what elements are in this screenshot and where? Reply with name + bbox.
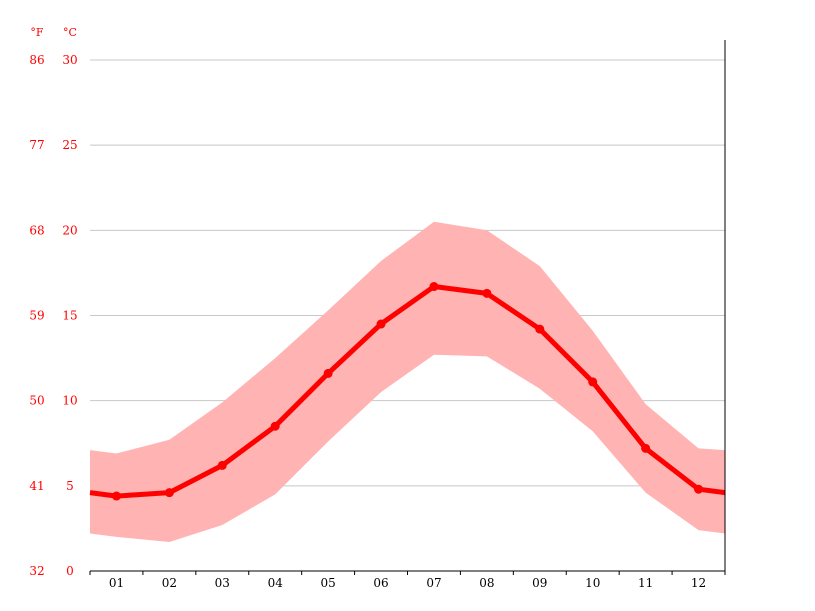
celsius-tick-label: 5	[66, 479, 74, 493]
fahrenheit-tick-label: 59	[29, 309, 44, 323]
month-tick-label: 09	[532, 576, 547, 590]
month-tick-label: 07	[426, 576, 441, 590]
fahrenheit-tick-label: 32	[29, 564, 44, 578]
axis-labels: °F °C 30 86 25 77 20 68 15 59 10 50 5 41 0 32 01 02 03 04 05…	[29, 26, 706, 590]
fahrenheit-tick-label: 77	[29, 138, 44, 152]
celsius-tick-label: 20	[62, 223, 77, 237]
month-tick-label: 03	[215, 576, 230, 590]
data-point	[270, 421, 280, 431]
data-point	[588, 377, 598, 387]
fahrenheit-tick-label: 50	[29, 394, 44, 408]
fahrenheit-unit-label: °F	[30, 26, 44, 39]
data-point	[217, 460, 227, 470]
fahrenheit-tick-label: 86	[29, 53, 44, 67]
celsius-tick-label: 15	[62, 309, 77, 323]
month-tick-label: 11	[638, 576, 653, 590]
celsius-tick-label: 25	[62, 138, 77, 152]
data-point	[429, 282, 439, 292]
month-tick-label: 01	[109, 576, 124, 590]
data-point	[323, 368, 333, 378]
data-point	[376, 319, 386, 329]
data-point	[111, 491, 121, 501]
celsius-tick-label: 10	[62, 394, 77, 408]
celsius-unit-label: °C	[63, 26, 77, 39]
month-tick-label: 02	[162, 576, 177, 590]
average-temperature-series	[89, 282, 726, 501]
temperature-range-band	[90, 221, 725, 543]
data-point	[694, 484, 704, 494]
min-max-range-area	[90, 221, 725, 543]
celsius-tick-label: 30	[62, 53, 77, 67]
month-tick-label: 04	[268, 576, 284, 590]
data-point	[164, 488, 174, 498]
fahrenheit-tick-label: 41	[29, 479, 44, 493]
fahrenheit-tick-label: 68	[29, 223, 44, 237]
month-tick-label: 05	[320, 576, 335, 590]
data-point	[641, 443, 651, 453]
average-temperature-line	[89, 284, 726, 499]
month-tick-label: 06	[373, 576, 388, 590]
data-point	[535, 324, 545, 334]
data-point	[482, 288, 492, 298]
celsius-tick-label: 0	[66, 564, 74, 578]
month-tick-label: 12	[691, 576, 706, 590]
axes	[89, 40, 726, 575]
month-tick-label: 10	[585, 576, 600, 590]
month-tick-label: 08	[479, 576, 494, 590]
